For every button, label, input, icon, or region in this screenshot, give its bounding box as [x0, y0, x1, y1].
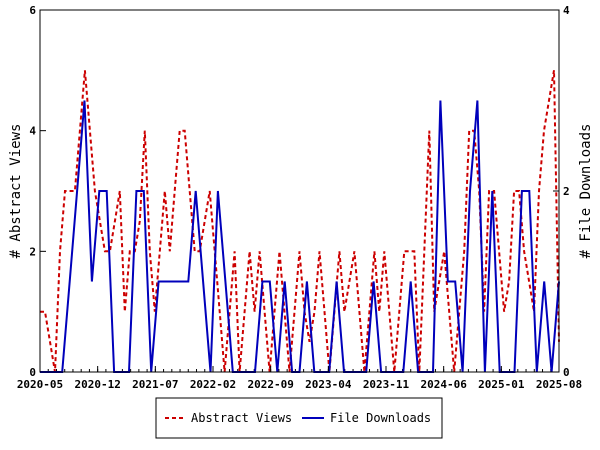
x-tick-label: 2025-01 — [478, 378, 525, 391]
y-right-tick-label: 4 — [563, 4, 570, 17]
legend-label-file-downloads: File Downloads — [330, 411, 431, 425]
x-tick-label: 2023-04 — [305, 378, 352, 391]
legend-label-abstract-views: Abstract Views — [191, 411, 292, 425]
x-tick-label: 2020-05 — [17, 378, 63, 391]
series-line-abstract-views — [40, 70, 560, 373]
y-right-axis-title: # File Downloads — [578, 124, 594, 259]
legend: Abstract Views File Downloads — [155, 397, 443, 439]
y-right-tick-label: 0 — [563, 366, 570, 379]
x-tick-label: 2022-09 — [247, 378, 293, 391]
y-left-tick-label: 0 — [29, 366, 36, 379]
y-right-tick-label: 2 — [563, 185, 570, 198]
x-tick-label: 2025-08 — [536, 378, 582, 391]
x-tick-label: 2020-12 — [74, 378, 120, 391]
x-tick-label: 2024-06 — [420, 378, 467, 391]
y-left-tick-label: 2 — [29, 245, 36, 258]
y-left-axis-title: # Abstract Views — [8, 124, 24, 259]
axis-labels: 2020-05 2020-12 2021-07 2022-02 2022-09 2023-… — [17, 4, 582, 391]
plot-background — [40, 10, 559, 372]
y-left-tick-label: 6 — [29, 4, 36, 17]
y-left-tick-label: 4 — [29, 125, 36, 138]
x-tick-label: 2022-02 — [190, 378, 236, 391]
x-tick-label: 2023-11 — [363, 378, 410, 391]
x-tick-label: 2021-07 — [132, 378, 178, 391]
legend-box — [155, 397, 443, 439]
